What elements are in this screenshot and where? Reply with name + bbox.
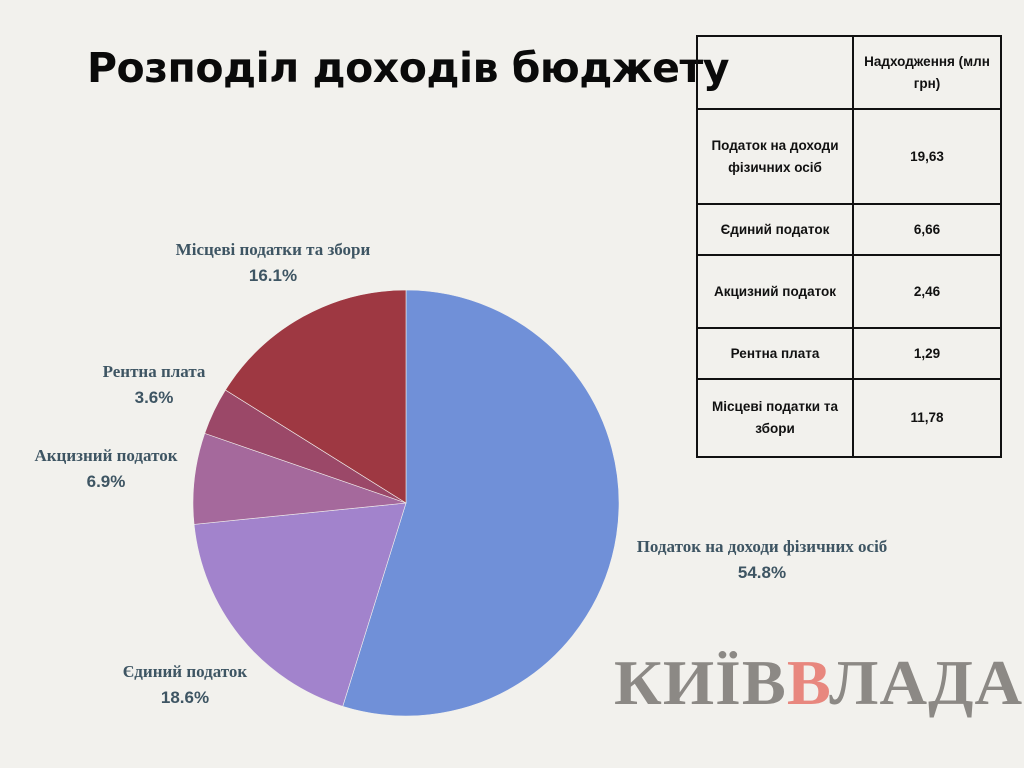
label-rent: Рентна плата 3.6% — [94, 362, 214, 408]
label-percent: 6.9% — [86, 472, 126, 491]
table-row: Місцеві податки та збори 11,78 — [696, 378, 1002, 458]
label-single: Єдиний податок 18.6% — [110, 662, 260, 708]
label-name: Акцизний податок — [34, 446, 178, 465]
label-percent: 3.6% — [134, 388, 174, 407]
kyivvlada-logo: КИЇВВЛАДА — [614, 646, 1023, 720]
label-name: Рентна плата — [102, 362, 206, 381]
label-pdfo: Податок на доходи фізичних осіб 54.8% — [614, 537, 910, 583]
label-name: Податок на доходи фізичних осіб — [636, 537, 888, 556]
pie-slices — [192, 289, 620, 717]
pie-slice — [342, 289, 620, 717]
table-cell-name: Єдиний податок — [696, 203, 854, 256]
label-percent: 16.1% — [248, 266, 298, 285]
table-cell-value: 1,29 — [852, 327, 1002, 380]
label-percent: 18.6% — [160, 688, 210, 707]
table-header-revenue: Надходження (млн грн) — [852, 35, 1002, 110]
label-name: Місцеві податки та збори — [175, 240, 371, 259]
logo-part1: КИЇВ — [614, 647, 787, 718]
table-cell-value: 6,66 — [852, 203, 1002, 256]
table-cell-name: Акцизний податок — [696, 254, 854, 329]
pie-slice — [225, 289, 407, 504]
table-row: Податок на доходи фізичних осіб 19,63 — [696, 108, 1002, 205]
table-row: Акцизний податок 2,46 — [696, 254, 1002, 329]
table-cell-value: 19,63 — [852, 108, 1002, 205]
table-row: Єдиний податок 6,66 — [696, 203, 1002, 256]
chart-title: Розподіл доходів бюджету — [87, 44, 729, 92]
label-name: Єдиний податок — [122, 662, 248, 681]
table-cell-value: 11,78 — [852, 378, 1002, 458]
label-excise: Акцизний податок 6.9% — [26, 446, 186, 492]
table-cell-value: 2,46 — [852, 254, 1002, 329]
table-cell-name: Рентна плата — [696, 327, 854, 380]
label-local: Місцеві податки та збори 16.1% — [168, 240, 378, 286]
pie-slice — [193, 502, 407, 707]
table-header-row: Надходження (млн грн) — [696, 35, 1002, 110]
label-percent: 54.8% — [737, 563, 787, 582]
revenue-table: Надходження (млн грн) Податок на доходи … — [696, 35, 1002, 458]
logo-accent: В — [786, 647, 830, 718]
table-row: Рентна плата 1,29 — [696, 327, 1002, 380]
table-header-empty — [696, 35, 854, 110]
logo-part2: ЛАДА — [829, 647, 1024, 718]
table-cell-name: Місцеві податки та збори — [696, 378, 854, 458]
table-cell-name: Податок на доходи фізичних осіб — [696, 108, 854, 205]
